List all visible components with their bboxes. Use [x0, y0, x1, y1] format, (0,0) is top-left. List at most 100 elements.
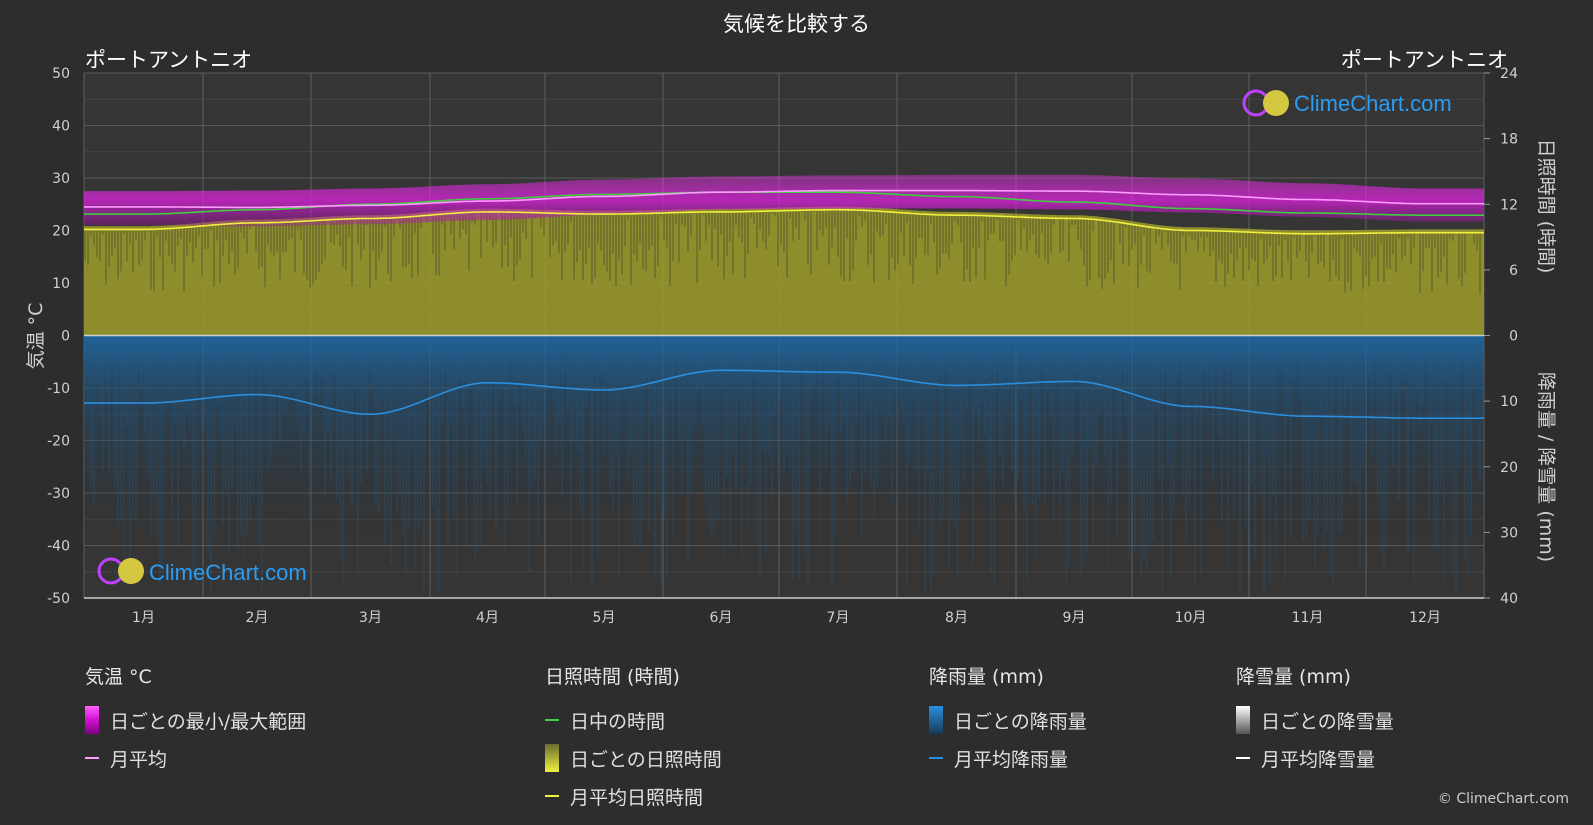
- sunshine-daily-streak: [504, 212, 506, 246]
- rain-daily-bar: [1305, 335, 1307, 537]
- rain-daily-bar: [681, 335, 683, 495]
- rain-daily-bar: [1317, 335, 1319, 535]
- rain-daily-bar: [258, 335, 260, 545]
- rain-daily-bar: [1098, 335, 1100, 411]
- sunshine-daily-streak: [1305, 233, 1307, 262]
- rain-daily-bar: [1164, 335, 1166, 360]
- sunshine-daily-streak: [1236, 231, 1238, 261]
- rain-daily-bar: [1188, 335, 1190, 508]
- sunshine-daily-streak: [759, 211, 761, 231]
- rain-daily-bar: [150, 335, 152, 538]
- rain-daily-bar: [267, 335, 269, 469]
- sunshine-daily-streak: [621, 213, 623, 275]
- rain-daily-bar: [1083, 335, 1085, 565]
- sunshine-daily-streak: [198, 226, 200, 237]
- sunshine-daily-streak: [777, 210, 779, 267]
- sunshine-daily-streak: [180, 227, 182, 239]
- rain-daily-bar: [615, 335, 617, 459]
- rain-daily-bar: [684, 335, 686, 438]
- legend-sunshine-header: 日照時間 (時間): [545, 666, 680, 688]
- rain-daily-bar: [1143, 335, 1145, 560]
- rain-daily-bar: [1314, 335, 1316, 567]
- rain-daily-bar: [1401, 335, 1403, 381]
- rain-daily-bar: [486, 335, 488, 485]
- y-left-tick-label: -30: [47, 486, 70, 502]
- rain-daily-bar: [1239, 335, 1241, 591]
- rain-daily-bar: [1455, 335, 1457, 591]
- rain-daily-bar: [210, 335, 212, 592]
- rain-daily-bar: [120, 335, 122, 522]
- rain-daily-bar: [918, 335, 920, 530]
- rain-daily-bar: [1050, 335, 1052, 418]
- rain-daily-bar: [798, 335, 800, 580]
- rain-daily-bar: [1140, 335, 1142, 580]
- sunshine-daily-streak: [216, 224, 218, 241]
- sunshine-daily-streak: [906, 213, 908, 223]
- sunshine-daily-streak: [1026, 217, 1028, 252]
- sunshine-daily-streak: [1050, 218, 1052, 253]
- rain-daily-bar: [1467, 335, 1469, 574]
- sunshine-daily-streak: [813, 209, 815, 213]
- sunshine-daily-streak: [939, 214, 941, 269]
- legend-item-snow-avg: 月平均降雪量: [1236, 739, 1394, 777]
- sunshine-daily-streak: [816, 209, 818, 251]
- sunshine-daily-streak: [723, 211, 725, 280]
- sunshine-daily-streak: [633, 213, 635, 255]
- y-left-tick-label: 0: [61, 329, 70, 345]
- sunshine-daily-streak: [585, 213, 587, 264]
- logo-sun-icon: [118, 558, 144, 584]
- sunshine-daily-streak: [273, 222, 275, 257]
- temp-avg-swatch: [85, 757, 99, 759]
- y-left-tick-label: -20: [47, 434, 70, 450]
- sunshine-daily-streak: [1053, 218, 1055, 225]
- legend-snow-header: 降雪量 (mm): [1236, 666, 1351, 688]
- sunshine-daily-streak: [222, 224, 224, 256]
- rain-daily-bar: [957, 335, 959, 576]
- sunshine-daily-streak: [1407, 232, 1409, 239]
- x-month-label: 3月: [359, 610, 382, 626]
- sunshine-daily-streak: [1215, 230, 1217, 283]
- rain-daily-bar: [213, 335, 215, 538]
- rain-daily-bar: [1371, 335, 1373, 456]
- rain-daily-bar: [1464, 335, 1466, 561]
- sunshine-daily-streak: [342, 219, 344, 268]
- rain-daily-bar: [336, 335, 338, 501]
- sunshine-daily-streak: [1182, 230, 1184, 236]
- sunshine-daily-streak: [324, 220, 326, 259]
- rain-daily-bar: [405, 335, 407, 574]
- rain-daily-bar: [1218, 335, 1220, 438]
- sunshine-daily-streak: [798, 210, 800, 240]
- sunshine-daily-streak: [1242, 231, 1244, 281]
- sunshine-daily-streak: [891, 212, 893, 258]
- sunshine-daily-streak: [1383, 233, 1385, 282]
- rain-daily-bar: [840, 335, 842, 432]
- rain-daily-bar: [228, 335, 230, 552]
- sunshine-daily-streak: [201, 226, 203, 277]
- sunshine-daily-streak: [372, 218, 374, 251]
- sunshine-daily-streak: [300, 221, 302, 240]
- rain-daily-bar: [231, 335, 233, 491]
- sunshine-daily-streak: [1149, 227, 1151, 274]
- legend-rain: 降雨量 (mm) 日ごとの降雨量 月平均降雨量: [929, 662, 1087, 777]
- sunshine-daily-streak: [1308, 233, 1310, 279]
- sunshine-daily-streak: [1086, 218, 1088, 287]
- rain-daily-bar: [306, 335, 308, 381]
- sunshine-daily-streak: [642, 213, 644, 269]
- sunshine-daily-streak: [864, 210, 866, 221]
- sunshine-daily-streak: [318, 220, 320, 273]
- sunshine-daily-streak: [831, 209, 833, 247]
- sunshine-daily-streak: [672, 212, 674, 262]
- rain-daily-bar: [735, 335, 737, 492]
- rain-daily-bar: [525, 335, 527, 459]
- sunshine-daily-streak: [486, 211, 488, 242]
- sunshine-daily-streak: [543, 212, 545, 236]
- rain-daily-bar: [993, 335, 995, 588]
- rain-daily-bar: [1254, 335, 1256, 558]
- rain-daily-bar: [732, 335, 734, 456]
- rain-daily-bar: [468, 335, 470, 388]
- rain-daily-bar: [780, 335, 782, 397]
- rain-daily-bar: [1347, 335, 1349, 391]
- rain-daily-bar: [651, 335, 653, 422]
- sunshine-daily-streak: [663, 212, 665, 241]
- rain-daily-bar: [1380, 335, 1382, 551]
